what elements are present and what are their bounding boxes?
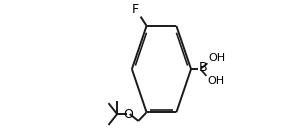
Text: B: B	[199, 61, 208, 74]
Text: O: O	[123, 108, 133, 121]
Text: OH: OH	[207, 76, 224, 87]
Text: OH: OH	[208, 53, 225, 63]
Text: F: F	[132, 3, 139, 16]
